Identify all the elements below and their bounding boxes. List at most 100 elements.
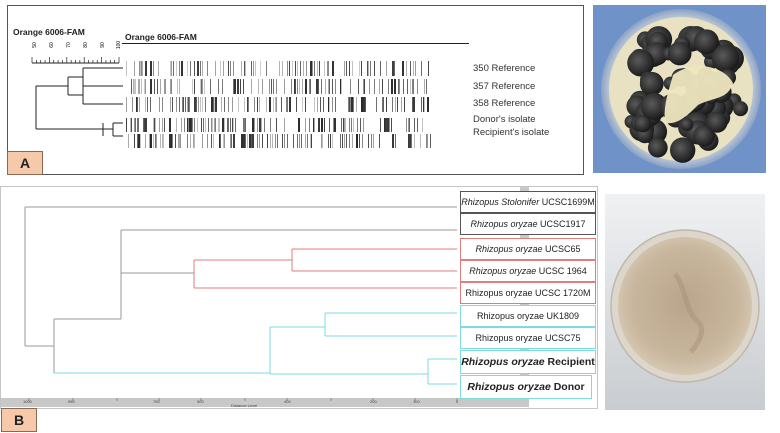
gel-band bbox=[190, 61, 191, 76]
gel-band bbox=[363, 79, 364, 94]
gel-band bbox=[131, 79, 132, 94]
gel-band bbox=[379, 79, 380, 94]
gel-band bbox=[424, 79, 425, 94]
gel-band bbox=[245, 61, 246, 76]
gel-band bbox=[307, 134, 308, 148]
fungal-colony bbox=[639, 71, 664, 96]
gel-band bbox=[376, 97, 377, 112]
gel-band bbox=[224, 97, 225, 112]
gel-band bbox=[379, 134, 380, 148]
gel-band bbox=[189, 97, 190, 112]
gel-band bbox=[243, 79, 244, 94]
gel-band bbox=[201, 118, 202, 132]
gel-band bbox=[251, 134, 252, 148]
gel-band bbox=[243, 118, 244, 132]
gel-band bbox=[356, 134, 358, 148]
gel-band bbox=[179, 134, 180, 148]
gel-band bbox=[252, 134, 254, 148]
gel-band bbox=[248, 97, 249, 112]
gel-band bbox=[185, 97, 186, 112]
gel-band bbox=[314, 118, 315, 132]
gel-band bbox=[155, 134, 156, 148]
gel-band bbox=[197, 61, 199, 76]
gel-band bbox=[257, 97, 258, 112]
leaf-box-rhizopus-oryzae-recipient: Rhizopus oryzae Recipient bbox=[460, 350, 596, 374]
gel-band bbox=[224, 118, 225, 132]
gel-band bbox=[370, 61, 371, 76]
gel-band bbox=[407, 79, 408, 94]
gel-band bbox=[329, 118, 330, 132]
gel-band bbox=[352, 134, 353, 148]
gel-band bbox=[328, 134, 329, 148]
lane-label: Donor's isolate bbox=[473, 114, 536, 125]
leaf-genus: Rhizopus oryzae bbox=[469, 266, 537, 276]
gel-band bbox=[260, 61, 261, 76]
axis-tick-label: 100 bbox=[413, 399, 420, 404]
gel-band bbox=[297, 79, 298, 94]
gel-band bbox=[316, 79, 318, 94]
gel-band bbox=[202, 79, 203, 94]
fungal-colony bbox=[694, 29, 719, 55]
gel-band bbox=[134, 134, 135, 148]
axis-label: Distance Level bbox=[231, 403, 258, 408]
gel-band bbox=[222, 118, 224, 132]
gel-band bbox=[193, 134, 194, 148]
gel-band bbox=[139, 97, 140, 112]
leaf-strain: Donor bbox=[553, 381, 585, 393]
gel-band bbox=[266, 61, 267, 76]
gel-band bbox=[230, 134, 231, 148]
leaf-box-rhizopus-oryzae-ucsc65: Rhizopus oryzae UCSC65 bbox=[460, 238, 596, 260]
gel-band bbox=[413, 97, 415, 112]
gel-band bbox=[272, 134, 273, 148]
gel-band bbox=[220, 61, 221, 76]
gel-band bbox=[335, 97, 336, 112]
gel-band bbox=[356, 97, 357, 112]
gel-band bbox=[387, 118, 389, 132]
gel-band bbox=[309, 118, 310, 132]
gel-band bbox=[350, 79, 351, 94]
gel-band bbox=[244, 61, 245, 76]
gel-band bbox=[302, 79, 303, 94]
gel-band bbox=[172, 97, 173, 112]
gel-band bbox=[153, 61, 154, 76]
gel-band bbox=[301, 134, 302, 148]
gel-band bbox=[141, 79, 142, 94]
gel-band bbox=[138, 79, 139, 94]
gel-band bbox=[368, 61, 369, 76]
gel-band bbox=[201, 79, 202, 94]
gel-band bbox=[138, 134, 140, 148]
gel-band bbox=[289, 61, 290, 76]
lane-label: 358 Reference bbox=[473, 98, 536, 109]
gel-band bbox=[153, 118, 154, 132]
gel-band bbox=[259, 97, 260, 112]
gel-band bbox=[141, 61, 142, 76]
leaf-strain: UCSC1917 bbox=[540, 219, 586, 229]
gel-band bbox=[284, 134, 285, 148]
gel-band bbox=[385, 118, 387, 132]
gel-band bbox=[214, 97, 215, 112]
gel-band bbox=[369, 79, 370, 94]
leaf-genus: Rhizopus oryzae bbox=[465, 288, 533, 298]
gel-band bbox=[211, 118, 212, 132]
gel-band bbox=[349, 97, 350, 112]
gel-band bbox=[357, 118, 358, 132]
gel-band bbox=[422, 118, 423, 132]
gel-band bbox=[160, 79, 161, 94]
gel-title-rule bbox=[122, 43, 469, 44]
gel-band bbox=[223, 134, 224, 148]
gel-band bbox=[426, 79, 427, 94]
gel-band bbox=[212, 118, 213, 132]
gel-band bbox=[145, 97, 146, 112]
axis-tick-label: 200 bbox=[370, 399, 377, 404]
gel-band bbox=[332, 79, 333, 94]
gel-band bbox=[298, 118, 300, 132]
leaf-genus: Rhizopus oryzae bbox=[467, 381, 551, 393]
gel-band bbox=[237, 79, 239, 94]
gel-band bbox=[244, 118, 245, 132]
gel-band bbox=[412, 97, 413, 112]
gel-band bbox=[374, 61, 375, 76]
leaf-strain: UCSC65 bbox=[545, 244, 581, 254]
gel-band bbox=[187, 61, 188, 76]
gel-band bbox=[325, 79, 326, 94]
gel-band bbox=[344, 61, 345, 76]
